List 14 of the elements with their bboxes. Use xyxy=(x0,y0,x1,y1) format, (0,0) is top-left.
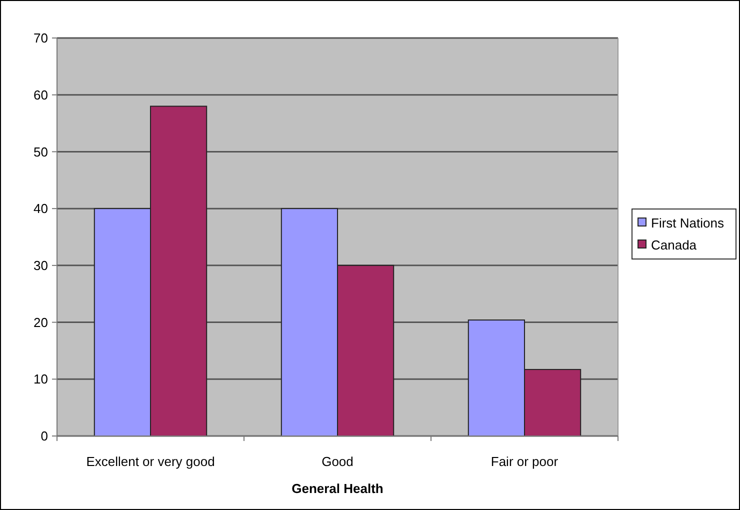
y-tick-label: 20 xyxy=(34,314,48,330)
y-tick-label: 0 xyxy=(40,428,48,444)
x-tick-label: Fair or poor xyxy=(490,454,559,469)
x-axis-title: General Health xyxy=(292,481,384,496)
x-tick-label: Excellent or very good xyxy=(86,454,215,469)
y-tick-label: 60 xyxy=(34,87,48,102)
x-tick-label: Good xyxy=(322,454,354,469)
y-tick-label: 50 xyxy=(34,144,48,160)
y-tick-label: 70 xyxy=(34,30,48,46)
y-tick-label: 10 xyxy=(34,372,48,387)
y-tick-label: 40 xyxy=(34,201,48,216)
legend-label: Canada xyxy=(651,238,698,253)
y-tick-label: 30 xyxy=(34,258,48,273)
legend-label: First Nations xyxy=(651,216,724,231)
